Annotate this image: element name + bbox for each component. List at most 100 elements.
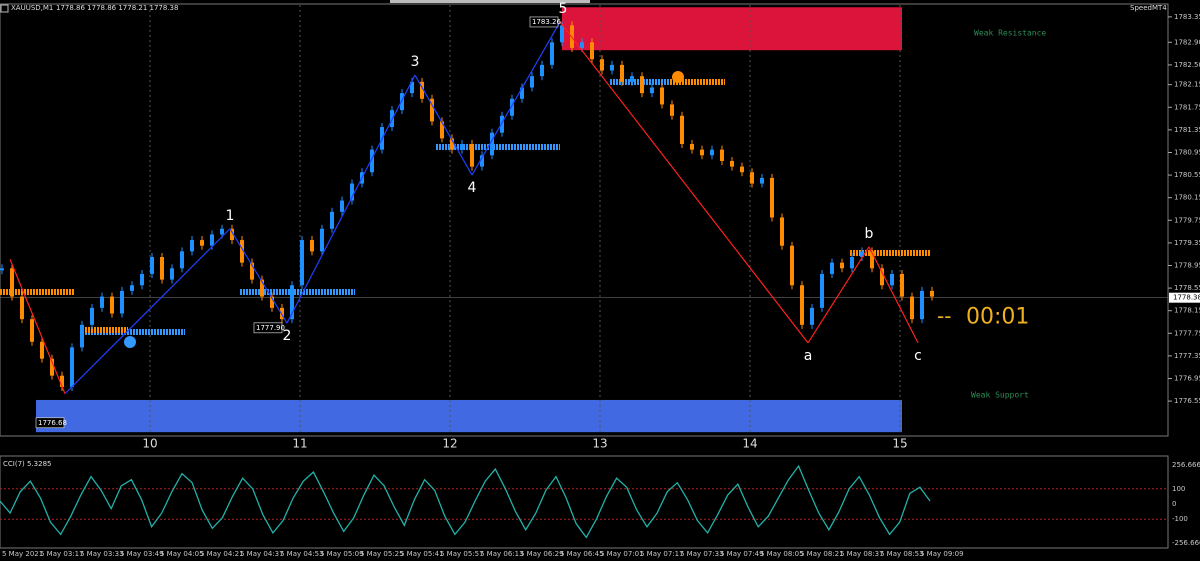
indicator-lines	[0, 71, 930, 348]
candle	[110, 296, 114, 314]
zigzag-leg	[64, 228, 231, 395]
current-price-box	[1169, 292, 1200, 303]
candle	[210, 234, 214, 246]
wave-label: a	[804, 348, 813, 364]
time-label: 5 May 03:49	[120, 550, 164, 558]
time-label: 5 May 06:13	[480, 550, 524, 558]
y-tick-label: 1780.15	[1174, 194, 1200, 202]
y-tick-label: 1782.15	[1174, 81, 1200, 89]
session-label: 10	[142, 437, 157, 451]
scrollbar[interactable]	[390, 0, 590, 3]
candle	[30, 319, 34, 342]
time-label: 5 May 07:17	[640, 550, 684, 558]
candle	[410, 81, 414, 94]
cci-tick-label: 0	[1172, 500, 1176, 508]
wave-label: 4	[468, 180, 477, 196]
y-tick-label: 1782.50	[1174, 61, 1200, 69]
time-label: 5 May 06:29	[520, 550, 564, 558]
wave-label: c	[914, 348, 922, 364]
candle	[120, 290, 124, 314]
candle	[730, 160, 734, 167]
session-label: 13	[592, 437, 607, 451]
session-label: 11	[292, 437, 307, 451]
candle	[180, 251, 184, 269]
timer: 00:01	[966, 305, 1029, 330]
candle	[590, 42, 594, 60]
signal-dot	[672, 71, 684, 83]
cci-tick-label: -256.6667	[1172, 539, 1200, 547]
candle	[630, 76, 634, 82]
candle	[540, 64, 544, 77]
cci-tick-label: 256.6667	[1172, 461, 1200, 469]
candle	[890, 273, 894, 286]
candle	[930, 290, 934, 297]
candle	[790, 245, 794, 286]
candle	[370, 149, 374, 173]
candle	[10, 268, 14, 297]
y-tick-label: 1783.35	[1174, 13, 1200, 21]
y-tick-label: 1782.90	[1174, 38, 1200, 46]
session-label: 12	[442, 437, 457, 451]
candle	[850, 257, 854, 269]
symbol-icon	[0, 4, 9, 13]
time-label: 5 May 04:21	[200, 550, 244, 558]
candle	[60, 375, 64, 387]
current-price: 1778.38	[1173, 294, 1200, 302]
candle	[340, 200, 344, 212]
candle	[900, 273, 904, 297]
resistance-zone	[562, 7, 902, 51]
time-label: 5 May 05:41	[400, 550, 444, 558]
candle	[220, 228, 224, 235]
candle	[130, 285, 134, 291]
brand: SpeedMT4	[1130, 4, 1167, 12]
candle	[690, 144, 694, 150]
candle	[470, 144, 474, 167]
time-label: 5 May 04:37	[240, 550, 284, 558]
price-tag-box	[529, 16, 559, 28]
candle	[440, 121, 444, 139]
candle	[420, 81, 424, 99]
y-tick-label: 1780.55	[1174, 171, 1200, 179]
candle	[200, 240, 204, 246]
time-label: 5 May 07:49	[720, 550, 764, 558]
candle	[920, 290, 924, 320]
cci-panel	[0, 455, 1169, 549]
time-label: 5 May 08:05	[760, 550, 804, 558]
candle	[750, 172, 754, 184]
candle	[800, 285, 804, 325]
time-label: 5 May 2021	[2, 550, 43, 558]
zigzag-leg	[9, 259, 66, 394]
candle	[450, 138, 454, 150]
zigzag-leg	[229, 228, 288, 324]
candle	[760, 177, 764, 184]
time-label: 5 May 05:57	[440, 550, 484, 558]
candle	[330, 211, 334, 229]
candle	[810, 307, 814, 325]
zigzag-leg	[286, 74, 416, 324]
resistance-label: Weak Resistance	[974, 29, 1046, 38]
y-tick-label: 1780.95	[1174, 148, 1200, 156]
candle	[170, 268, 174, 280]
price-tag-box	[35, 417, 65, 429]
candle	[270, 296, 274, 308]
time-label: 5 May 07:01	[600, 550, 644, 558]
cci-line	[0, 464, 931, 539]
candle	[160, 257, 164, 280]
timer-prefix: --	[937, 304, 951, 328]
y-tick-label: 1776.95	[1174, 374, 1200, 382]
wave-label: 2	[283, 328, 292, 344]
candle	[680, 115, 684, 145]
candle	[90, 307, 94, 325]
candle	[20, 296, 24, 320]
candle	[720, 149, 724, 161]
y-tick-label: 1779.35	[1174, 239, 1200, 247]
candle	[310, 240, 314, 252]
candle	[230, 228, 234, 241]
candle	[740, 166, 744, 173]
zigzag-leg	[807, 246, 870, 344]
price-tag: 1776.68	[38, 419, 67, 427]
support-zone	[36, 399, 902, 433]
candle	[910, 296, 914, 320]
wave-label: 3	[411, 54, 420, 70]
candle	[490, 132, 494, 156]
